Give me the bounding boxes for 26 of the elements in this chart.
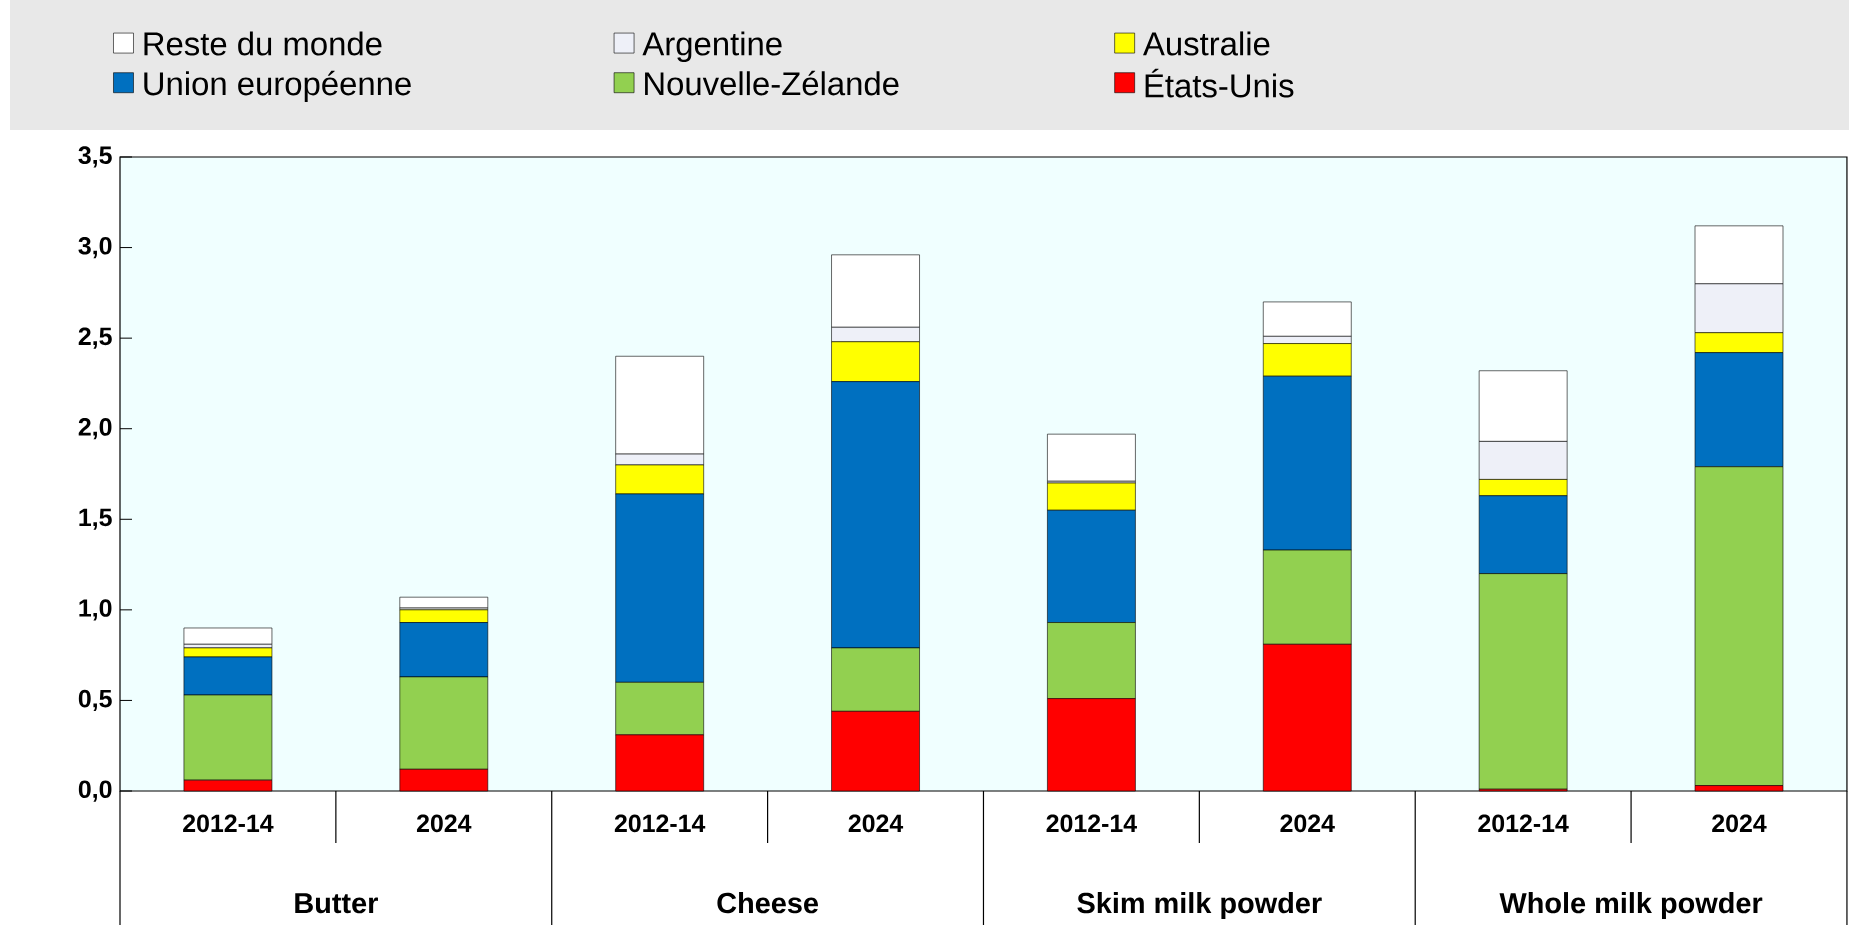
y-tick-label: 0,0 <box>78 780 112 802</box>
y-tick-label: 2,0 <box>78 418 112 440</box>
legend-label: États-Unis <box>1145 68 1294 98</box>
x-tick-label: 2024 <box>1280 814 1335 833</box>
x-tick-label: 2012-14 <box>1046 814 1137 833</box>
y-tick-label: 3,0 <box>78 236 112 259</box>
legend-label: Reste du monde <box>144 31 382 56</box>
y-tick-label: 0,5 <box>78 689 112 712</box>
legend-label: Australie <box>1143 31 1270 56</box>
x-tick-label: 2012-14 <box>183 814 274 833</box>
x-tick-label: 2024 <box>1712 814 1767 833</box>
x-tick-label: 2024 <box>848 814 904 833</box>
y-tick-label: 2,5 <box>78 327 112 349</box>
y-tick-label: 3,5 <box>78 146 112 168</box>
text: Skim milk powder <box>1077 892 1322 919</box>
legend-label: Nouvelle-Zélande <box>645 70 899 96</box>
text: Butter <box>295 893 378 914</box>
x-tick-label: 2024 <box>416 814 472 833</box>
text: Cheese <box>717 892 818 914</box>
x-tick-label: 2012-14 <box>614 814 706 833</box>
legend-label: Argentine <box>642 31 782 63</box>
y-tick-label: 1,0 <box>79 599 112 621</box>
legend-label: Union européenne <box>144 70 411 102</box>
text: Whole milk powder <box>1499 892 1763 919</box>
y-tick-label: 1,5 <box>79 508 112 530</box>
x-tick-label: 2012-14 <box>1478 814 1569 833</box>
